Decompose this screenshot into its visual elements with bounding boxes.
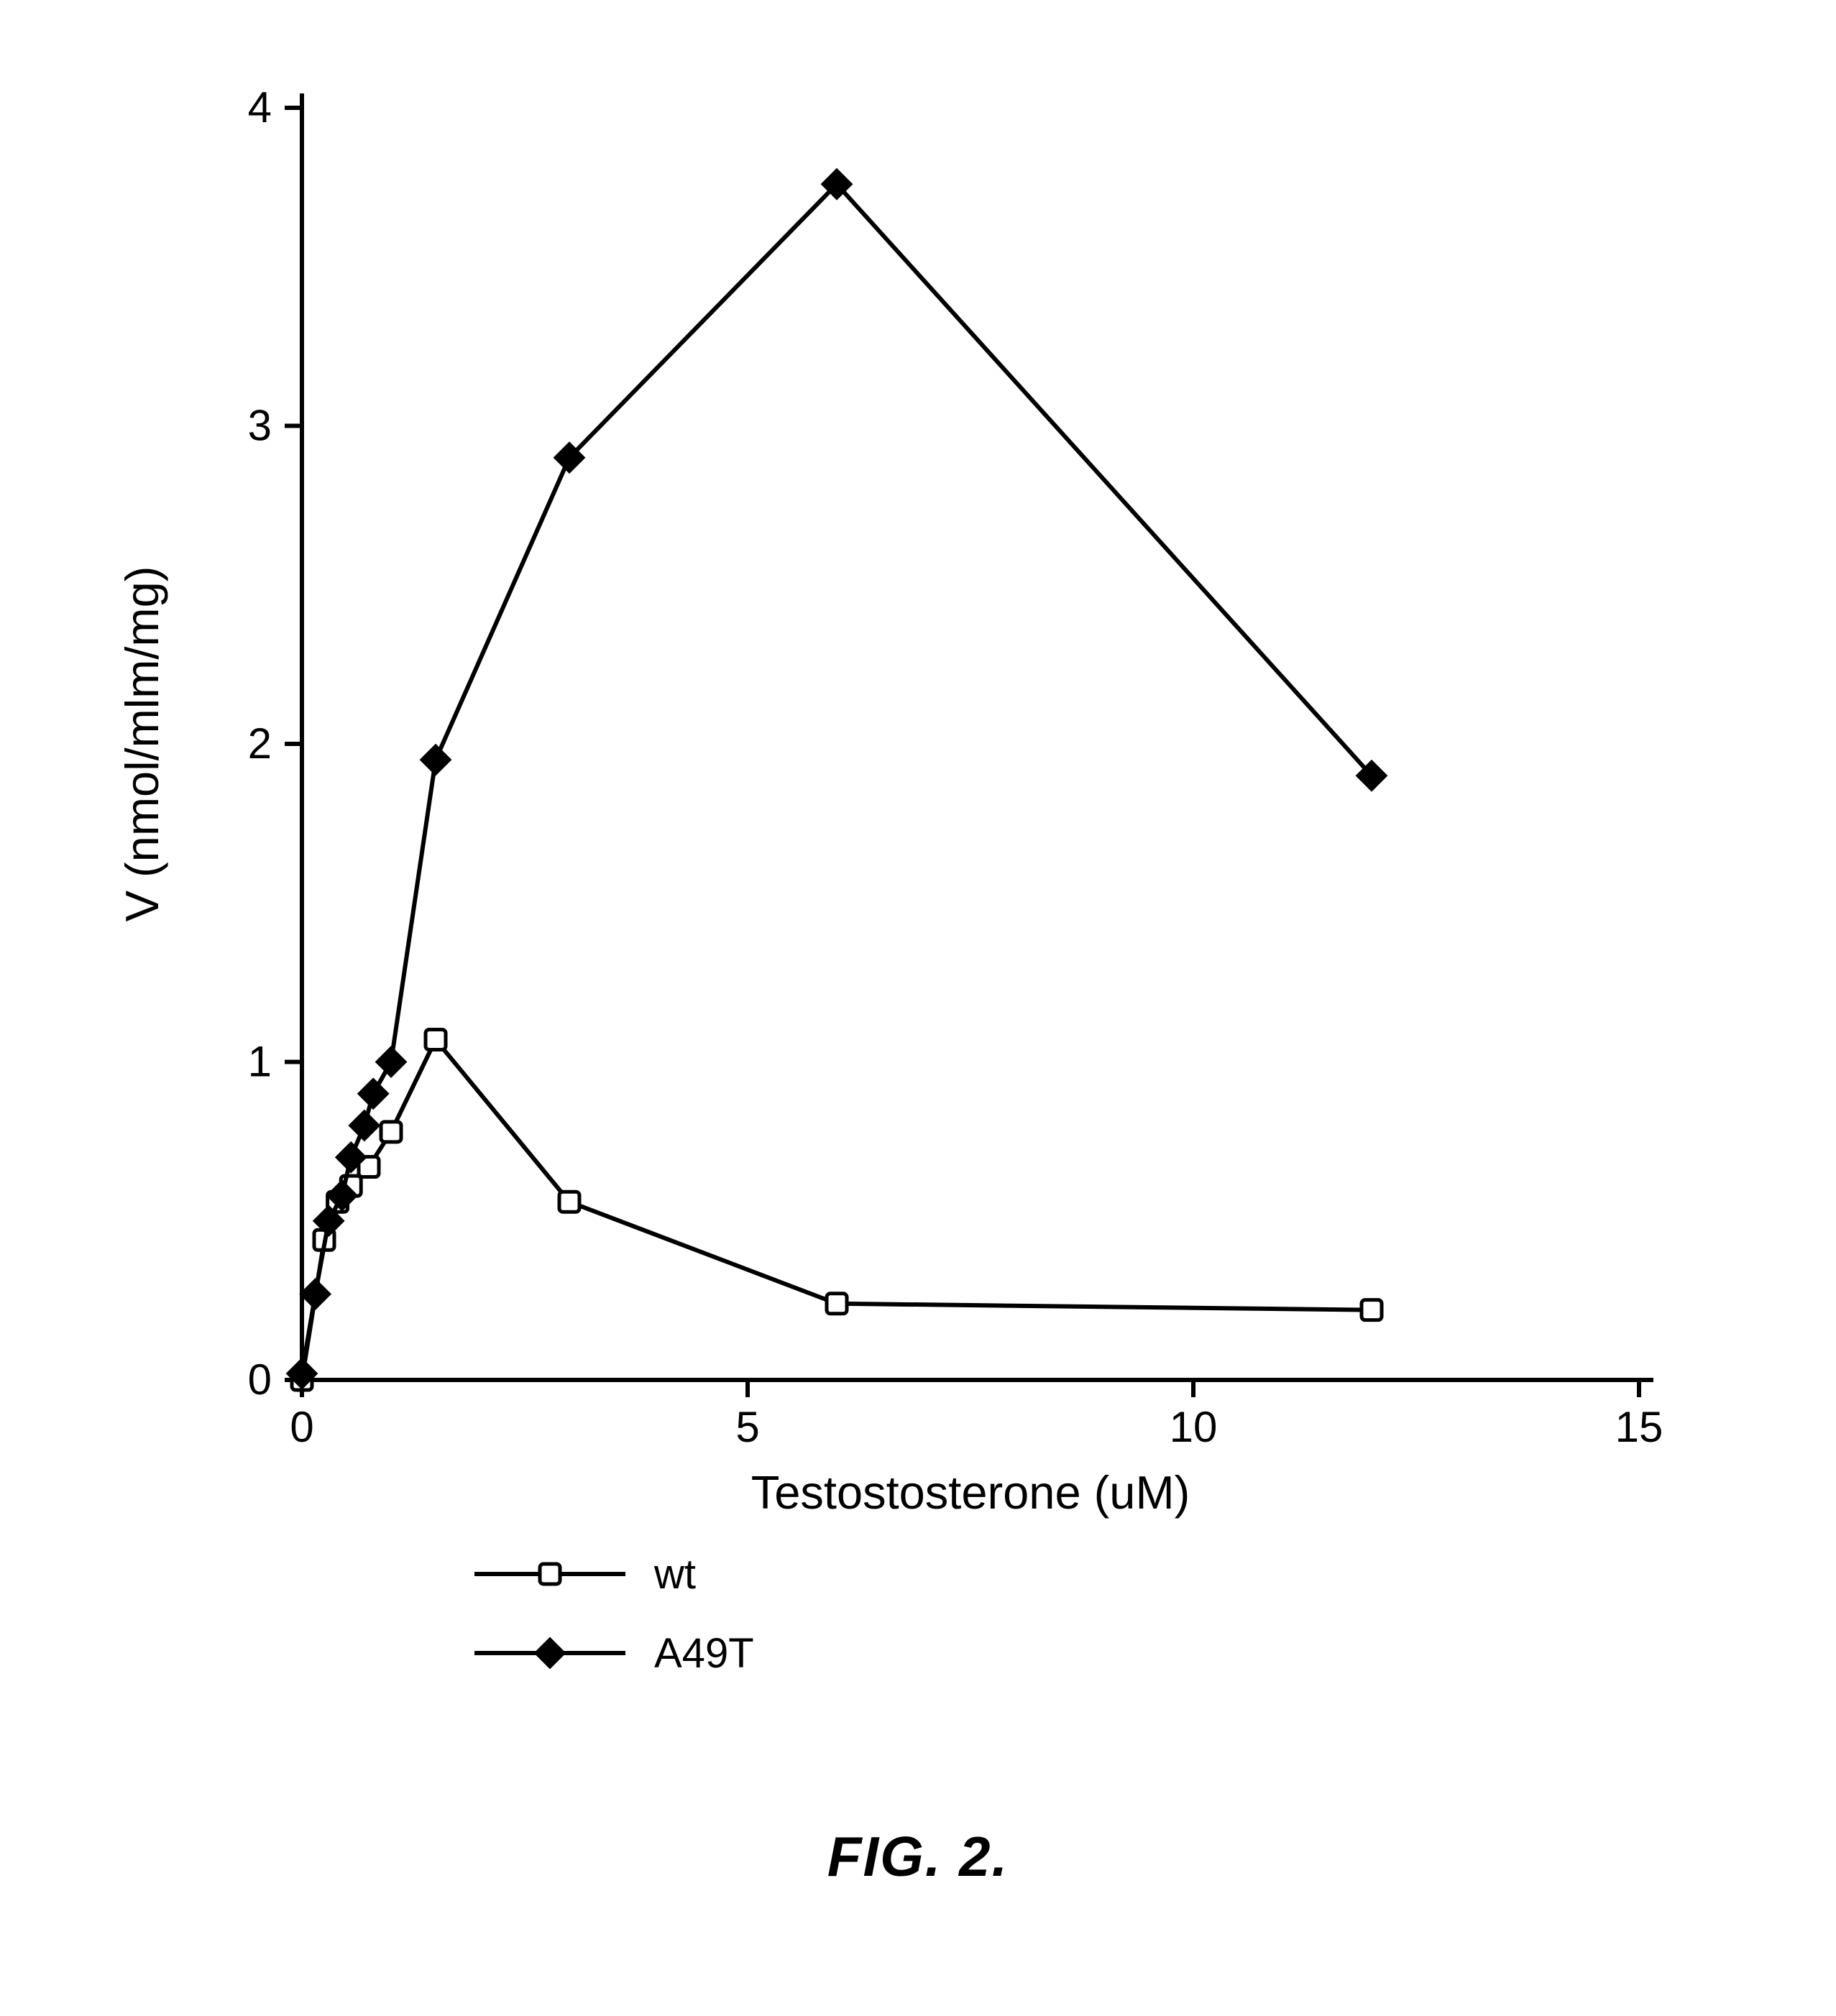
y-tick-label: 1 <box>248 1038 272 1086</box>
legend: wt A49T <box>474 1551 754 1677</box>
y-tick-label: 0 <box>248 1355 272 1404</box>
y-tick-label: 2 <box>248 719 272 768</box>
series-marker-A49T <box>349 1110 380 1141</box>
legend-label-A49T: A49T <box>654 1630 754 1677</box>
y-tick-labels: 0 1 2 3 4 <box>248 83 272 1404</box>
legend-marker-wt <box>540 1564 560 1584</box>
series-marker-A49T <box>358 1079 388 1109</box>
series-line-A49T <box>302 184 1372 1373</box>
legend-item-wt: wt <box>474 1551 696 1598</box>
series-marker-wt <box>381 1122 401 1142</box>
x-tick-labels: 0 5 10 15 <box>290 1403 1663 1451</box>
x-tick-label: 0 <box>290 1403 313 1451</box>
x-tick-label: 5 <box>735 1403 759 1451</box>
legend-marker-A49T <box>535 1638 565 1668</box>
series-marker-wt <box>426 1030 446 1050</box>
series-marker-A49T <box>376 1047 406 1077</box>
series-wt <box>292 1030 1382 1390</box>
series-line-wt <box>302 1040 1372 1380</box>
legend-item-A49T: A49T <box>474 1630 754 1677</box>
data-series <box>287 169 1387 1390</box>
x-tick-label: 15 <box>1615 1403 1663 1451</box>
figure-caption: FIG. 2. <box>827 1825 1009 1888</box>
series-marker-wt <box>827 1294 847 1314</box>
series-marker-A49T <box>300 1279 331 1310</box>
series-marker-A49T <box>421 745 451 775</box>
axes <box>285 93 1653 1397</box>
x-axis-title: Testostosterone (uM) <box>751 1466 1190 1519</box>
y-tick-label: 4 <box>248 83 272 132</box>
series-marker-wt <box>1362 1300 1382 1320</box>
y-axis-title: V (nmol/mlm/mg) <box>116 566 168 922</box>
y-tick-label: 3 <box>248 402 272 450</box>
enzyme-kinetics-chart: 0 1 2 3 4 0 5 10 15 V (nmol/mlm/mg) Testostoste… <box>0 0 1836 2016</box>
legend-label-wt: wt <box>653 1551 696 1598</box>
series-marker-wt <box>559 1192 579 1212</box>
series-A49T <box>287 169 1387 1389</box>
x-tick-label: 10 <box>1170 1403 1218 1451</box>
